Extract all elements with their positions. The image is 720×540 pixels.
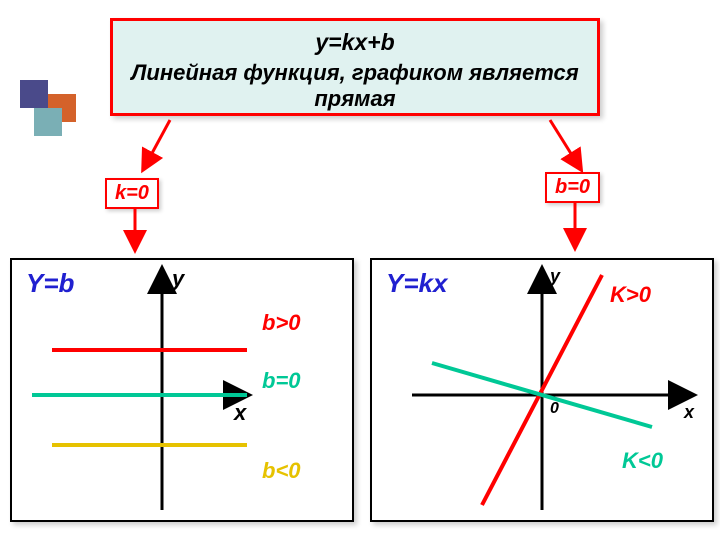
right-panel: Y=kx y x 0 K>0 K<0 [370,258,714,522]
left-line2-label: b=0 [262,368,301,394]
title-formula: y=kx+b [123,29,587,56]
title-text: Линейная функция, графиком является прям… [123,60,587,112]
decor-sq-1 [20,80,48,108]
arrow-right [540,118,600,178]
title-box: y=kx+b Линейная функция, графиком являет… [110,18,600,116]
right-line2-label: K<0 [622,448,663,474]
decor-sq-3 [34,108,62,136]
arrow-right-2 [560,200,590,252]
right-y-label: y [550,266,560,287]
right-x-label: x [684,402,694,423]
left-line1-label: b>0 [262,310,301,336]
left-axes [12,260,352,520]
right-line1-label: K>0 [610,282,651,308]
left-x-label: x [234,400,246,426]
left-line3-label: b<0 [262,458,301,484]
right-origin-label: 0 [550,400,559,418]
arrow-left-2 [120,206,150,254]
branch-left-text: k=0 [115,182,149,204]
branch-right-text: b=0 [555,176,590,198]
left-y-label: y [172,266,184,292]
left-panel: Y=b y x b>0 b=0 b<0 [10,258,354,522]
right-axes [372,260,712,520]
arrow-left [130,118,190,178]
branch-left-label: k=0 [105,178,159,209]
branch-right-label: b=0 [545,172,600,203]
